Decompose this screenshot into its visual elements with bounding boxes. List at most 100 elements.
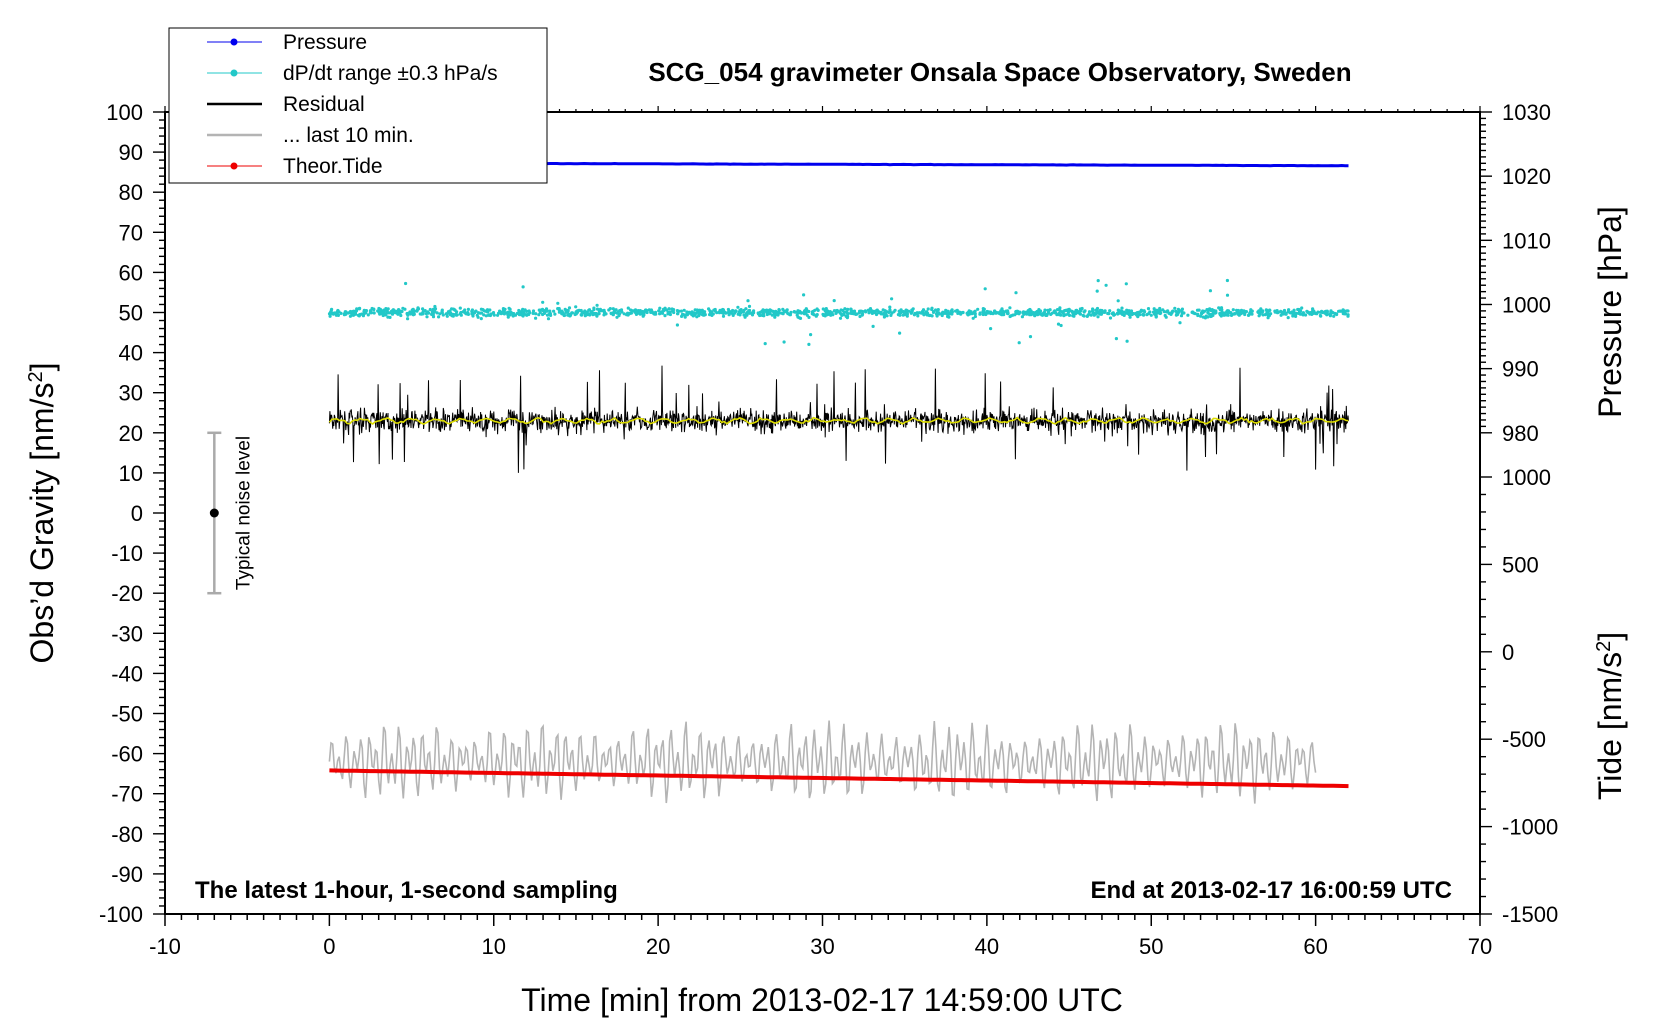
dpdt-point: [1091, 307, 1095, 311]
y-tick-label: -100: [99, 902, 143, 927]
dpdt-point: [557, 310, 562, 314]
axis-ticks: -10 0 10 20 30 40 50 60 70-100-90-80-70-60-50-40…: [99, 100, 1558, 959]
y-axis-label-tide: Tide [nm/s2]: [1592, 632, 1628, 800]
dpdt-point: [597, 312, 601, 316]
dpdt-point: [1053, 311, 1057, 315]
dpdt-point: [1063, 308, 1068, 313]
dpdt-point: [1190, 310, 1194, 314]
pressure-tick-label: 1020: [1502, 164, 1551, 189]
dpdt-point: [659, 310, 664, 314]
dpdt-point: [739, 308, 743, 312]
y-axis-label-tide-close: ]: [1592, 632, 1628, 641]
dpdt-point: [1148, 310, 1152, 314]
dpdt-point: [508, 307, 512, 311]
dpdt-point: [693, 308, 697, 312]
dpdt-point: [531, 309, 536, 313]
dpdt-point: [1154, 312, 1158, 316]
dpdt-point: [541, 312, 545, 317]
dpdt-point: [976, 307, 980, 311]
dpdt-point: [1266, 309, 1270, 313]
dpdt-point: [1072, 310, 1076, 314]
dpdt-point: [626, 306, 630, 310]
dpdt-point: [993, 309, 997, 313]
dpdt-point: [1243, 312, 1247, 317]
dpdt-point: [1081, 313, 1085, 318]
dpdt-point: [458, 306, 462, 310]
dpdt-point: [1158, 309, 1162, 313]
dpdt-point: [785, 308, 789, 312]
tide-tick-label: -1000: [1502, 815, 1558, 840]
y-axis-label-pressure: Pressure [hPa]: [1592, 206, 1628, 418]
dpdt-point: [356, 313, 360, 317]
dpdt-point: [961, 310, 965, 315]
dpdt-point: [1225, 278, 1229, 283]
y-tick-label: -60: [111, 742, 143, 767]
dpdt-point: [691, 314, 695, 318]
dpdt-point: [398, 310, 402, 315]
dpdt-point: [527, 309, 531, 313]
dpdt-point: [1031, 311, 1035, 315]
dpdt-point: [935, 312, 939, 316]
dpdt-point: [1171, 309, 1175, 313]
dpdt-point: [428, 307, 432, 312]
dpdt-point: [1342, 309, 1347, 313]
tide-tick-label: 1000: [1502, 465, 1551, 490]
pressure-tick-label: 1030: [1502, 100, 1551, 125]
dpdt-point: [1297, 311, 1301, 315]
dpdt-point: [611, 307, 615, 311]
dpdt-point: [1293, 313, 1297, 317]
dpdt-point: [675, 323, 680, 327]
dpdt-point: [525, 313, 529, 317]
dpdt-point: [1022, 311, 1026, 315]
dpdt-point: [1166, 309, 1170, 313]
dpdt-point: [1213, 310, 1217, 314]
dpdt-point: [1120, 306, 1124, 310]
x-tick-label: -10: [149, 934, 181, 959]
dpdt-point: [746, 299, 750, 303]
dpdt-point: [800, 311, 804, 315]
dpdt-point: [981, 307, 985, 311]
dpdt-point: [496, 313, 500, 317]
dpdt-point: [1225, 293, 1230, 297]
noise-level-indicator: Typical noise level: [207, 431, 254, 595]
dpdt-point: [742, 308, 746, 312]
dpdt-point: [1309, 311, 1313, 315]
dpdt-point: [846, 307, 850, 311]
dpdt-point: [668, 312, 673, 317]
dpdt-point: [1296, 307, 1300, 312]
dpdt-point: [1210, 308, 1214, 312]
dpdt-point: [426, 310, 430, 314]
dpdt-point: [1219, 314, 1223, 318]
dpdt-point: [875, 308, 879, 312]
dpdt-point: [1224, 313, 1228, 317]
dpdt-point: [388, 315, 392, 319]
x-tick-label: 0: [323, 934, 335, 959]
dpdt-point: [809, 333, 813, 337]
y-tick-label: 100: [106, 100, 143, 125]
dpdt-point: [1057, 313, 1061, 317]
dpdt-point: [763, 342, 767, 346]
dpdt-point: [937, 312, 942, 316]
dpdt-point: [1008, 314, 1012, 319]
dpdt-point: [973, 309, 977, 313]
dpdt-point: [1046, 308, 1050, 312]
x-axis-label: Time [min] from 2013-02-17 14:59:00 UTC: [521, 982, 1123, 1018]
dpdt-point: [849, 307, 853, 311]
pressure-tick-label: 980: [1502, 421, 1539, 446]
dpdt-point: [1096, 279, 1100, 283]
dpdt-point: [620, 310, 624, 314]
dpdt-point: [1103, 309, 1107, 313]
dpdt-point: [525, 309, 529, 313]
dpdt-point: [923, 312, 927, 316]
dpdt-point: [1335, 312, 1339, 317]
dpdt-point: [538, 310, 542, 314]
dpdt-point: [521, 285, 525, 289]
y-tick-label: -40: [111, 661, 143, 686]
dpdt-point: [1080, 306, 1084, 311]
dpdt-point: [520, 313, 524, 317]
dpdt-point: [431, 313, 435, 317]
dpdt-point: [731, 308, 735, 313]
dpdt-point: [1315, 312, 1319, 316]
dpdt-point: [1177, 310, 1181, 314]
dpdt-point: [363, 310, 367, 314]
